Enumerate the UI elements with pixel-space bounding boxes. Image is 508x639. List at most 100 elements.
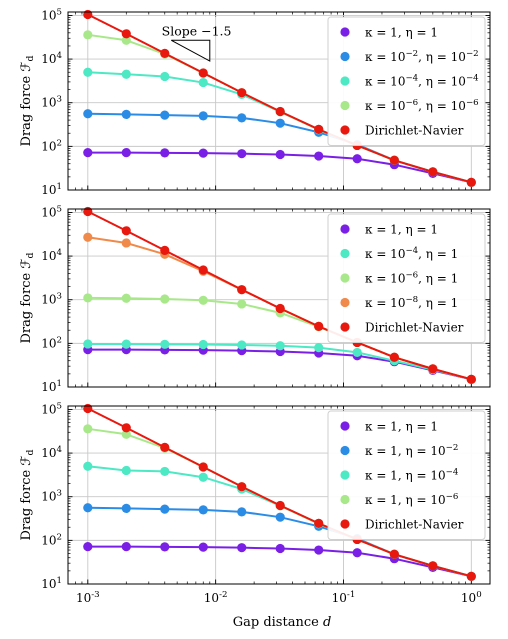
data-point	[314, 321, 324, 331]
data-point	[160, 110, 170, 120]
data-point	[352, 347, 362, 358]
legend-label: Dirichlet-Navier	[365, 518, 464, 532]
plot-frame	[67, 208, 491, 388]
legend-marker	[340, 273, 350, 283]
data-point	[237, 285, 247, 295]
legend-marker	[340, 125, 350, 135]
data-point	[275, 512, 285, 522]
panel-1: 101​ 102​ 103​ 104​ 105​ Slope −1.5 κ = 1, η =…	[19, 7, 491, 197]
data-point	[389, 549, 399, 559]
y-tick-label: 102​	[41, 532, 62, 547]
data-point	[314, 342, 324, 353]
data-point	[275, 543, 285, 554]
legend-marker	[340, 51, 350, 62]
data-point	[275, 303, 285, 314]
data-point	[121, 293, 131, 303]
x-tick-label: 10-1​	[332, 590, 356, 605]
data-point	[83, 67, 93, 77]
x-tick-label: 10-2​	[204, 590, 228, 605]
legend-marker	[340, 27, 350, 37]
legend-label: κ = 1, η = 10−2​	[365, 443, 458, 458]
y-tick-label: 104​	[41, 445, 62, 460]
data-point	[237, 113, 247, 123]
legend-marker	[340, 100, 350, 111]
legend-label: κ = 10−6​, η = 1	[365, 271, 458, 286]
legend-label: κ = 1, η = 10−4​	[365, 468, 459, 483]
y-tick-label: 101​	[41, 576, 62, 591]
data-point	[121, 465, 131, 476]
legend-marker	[340, 297, 350, 308]
y-tick-label: 101​	[41, 379, 62, 394]
data-point	[314, 545, 324, 555]
legend-label: κ = 10−4​, η = 10−4​	[365, 74, 479, 89]
x-tick-label: 10-3​	[76, 590, 100, 605]
data-point	[198, 505, 208, 515]
data-point	[198, 265, 208, 275]
legend-box	[327, 410, 486, 540]
y-axis-label: Drag force ℱd​	[19, 55, 36, 146]
data-point	[198, 542, 208, 552]
data-point	[198, 111, 208, 121]
legend-marker	[340, 519, 350, 529]
data-point	[237, 88, 247, 98]
data-point	[121, 226, 131, 236]
legend-label: κ = 1, η = 1	[365, 223, 438, 237]
data-point	[428, 364, 438, 374]
y-tick-label: 104​	[41, 248, 62, 263]
data-point	[237, 340, 247, 350]
data-point	[121, 35, 131, 45]
data-point	[237, 482, 247, 492]
data-point	[275, 118, 285, 128]
data-point	[83, 232, 93, 242]
legend-label: κ = 1, η = 10−6​	[365, 492, 458, 507]
data-point	[121, 339, 131, 349]
data-point	[83, 206, 93, 217]
legend-marker	[340, 421, 350, 431]
data-point	[83, 147, 93, 158]
data-point	[352, 548, 362, 558]
data-point	[83, 461, 93, 471]
data-point	[352, 154, 362, 164]
legend-marker	[340, 248, 350, 259]
y-tick-label: 105​	[41, 204, 62, 219]
data-point	[314, 124, 324, 134]
data-point	[121, 29, 131, 39]
legend-label: κ = 10−4​, η = 1	[365, 246, 458, 261]
y-tick-label: 105​	[41, 7, 62, 22]
data-point	[237, 507, 247, 517]
data-point	[121, 109, 131, 120]
legend-marker	[340, 224, 350, 234]
data-point	[160, 542, 170, 552]
data-point	[237, 299, 247, 309]
data-point	[83, 403, 93, 414]
data-point	[237, 149, 247, 159]
legend-marker	[340, 494, 350, 505]
data-point	[121, 503, 131, 514]
x-axis-label: Gap distance d	[233, 615, 332, 630]
data-point	[466, 177, 476, 187]
legend-label: κ = 10−6​, η = 10−6​	[365, 98, 479, 113]
legend-label: κ = 1, η = 1	[365, 26, 438, 40]
data-point	[160, 466, 170, 477]
plot-frame	[67, 405, 491, 585]
legend-label: κ = 10−2​, η = 10−2​	[365, 49, 479, 64]
data-point	[198, 339, 208, 350]
y-tick-label: 103​	[41, 292, 62, 307]
data-point	[314, 151, 324, 161]
y-tick-label: 102​	[41, 138, 62, 153]
data-point	[198, 77, 208, 88]
panels: 101​ 102​ 103​ 104​ 105​ Slope −1.5 κ = 1, η =…	[19, 7, 491, 605]
legend-label: κ = 1, η = 1	[365, 420, 438, 434]
data-point	[198, 68, 208, 78]
data-point	[466, 571, 476, 581]
y-tick-label: 105​	[41, 401, 62, 416]
data-point	[466, 374, 476, 384]
y-tick-label: 103​	[41, 489, 62, 504]
y-tick-label: 103​	[41, 95, 62, 110]
data-point	[275, 149, 285, 160]
data-point	[275, 500, 285, 511]
y-axis-label: Drag force ℱd​	[19, 252, 36, 343]
data-point	[428, 561, 438, 571]
legend-label: Dirichlet-Navier	[365, 124, 464, 138]
legend-marker	[340, 445, 350, 456]
